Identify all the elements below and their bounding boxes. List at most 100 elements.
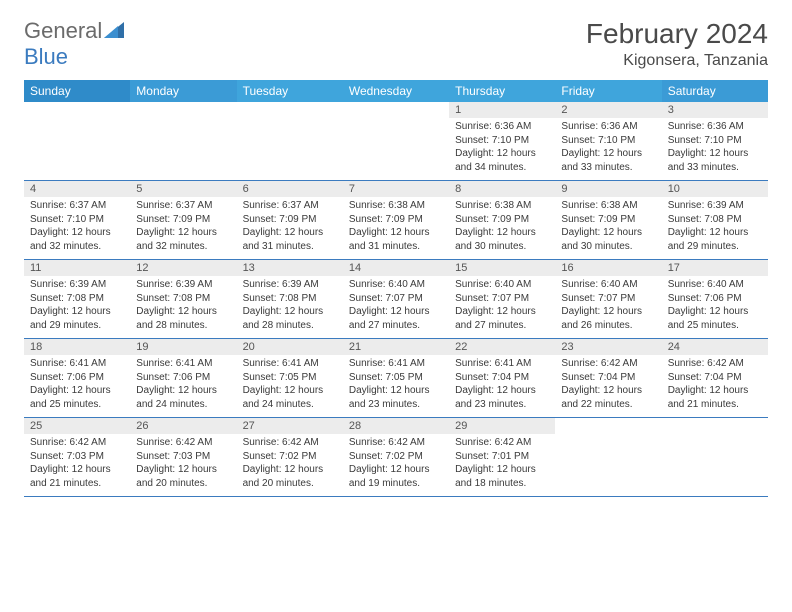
sunrise-text: Sunrise: 6:42 AM (455, 436, 549, 450)
sunrise-text: Sunrise: 6:42 AM (561, 357, 655, 371)
day-header: Saturday (662, 80, 768, 102)
title-block: February 2024 Kigonsera, Tanzania (586, 18, 768, 70)
sunset-text: Sunset: 7:04 PM (561, 371, 655, 385)
day-number: 1 (449, 102, 555, 118)
sunrise-text: Sunrise: 6:36 AM (668, 120, 762, 134)
day-number (662, 418, 768, 434)
sunrise-text: Sunrise: 6:42 AM (136, 436, 230, 450)
day-cell (662, 418, 768, 497)
day-cell: 15Sunrise: 6:40 AMSunset: 7:07 PMDayligh… (449, 260, 555, 339)
daylight-text: Daylight: 12 hours and 29 minutes. (668, 226, 762, 253)
day-body: Sunrise: 6:41 AMSunset: 7:05 PMDaylight:… (343, 355, 449, 417)
day-number: 12 (130, 260, 236, 276)
day-number (555, 418, 661, 434)
day-body: Sunrise: 6:40 AMSunset: 7:07 PMDaylight:… (343, 276, 449, 338)
sunrise-text: Sunrise: 6:36 AM (455, 120, 549, 134)
day-number: 8 (449, 181, 555, 197)
sunset-text: Sunset: 7:08 PM (136, 292, 230, 306)
daylight-text: Daylight: 12 hours and 24 minutes. (243, 384, 337, 411)
day-number: 17 (662, 260, 768, 276)
sunset-text: Sunset: 7:01 PM (455, 450, 549, 464)
sunset-text: Sunset: 7:09 PM (349, 213, 443, 227)
daylight-text: Daylight: 12 hours and 27 minutes. (349, 305, 443, 332)
day-cell: 13Sunrise: 6:39 AMSunset: 7:08 PMDayligh… (237, 260, 343, 339)
day-cell: 17Sunrise: 6:40 AMSunset: 7:06 PMDayligh… (662, 260, 768, 339)
day-body: Sunrise: 6:40 AMSunset: 7:07 PMDaylight:… (555, 276, 661, 338)
daylight-text: Daylight: 12 hours and 25 minutes. (668, 305, 762, 332)
daylight-text: Daylight: 12 hours and 28 minutes. (243, 305, 337, 332)
day-header-row: Sunday Monday Tuesday Wednesday Thursday… (24, 80, 768, 102)
day-number (237, 102, 343, 118)
day-body (662, 434, 768, 492)
logo-text: General Blue (24, 18, 124, 70)
daylight-text: Daylight: 12 hours and 34 minutes. (455, 147, 549, 174)
sunset-text: Sunset: 7:09 PM (136, 213, 230, 227)
day-number: 29 (449, 418, 555, 434)
daylight-text: Daylight: 12 hours and 20 minutes. (243, 463, 337, 490)
logo-triangle-icon (104, 18, 124, 44)
sunrise-text: Sunrise: 6:42 AM (243, 436, 337, 450)
sunrise-text: Sunrise: 6:42 AM (30, 436, 124, 450)
day-number (24, 102, 130, 118)
title-location: Kigonsera, Tanzania (586, 52, 768, 70)
day-body: Sunrise: 6:38 AMSunset: 7:09 PMDaylight:… (449, 197, 555, 259)
day-cell: 4Sunrise: 6:37 AMSunset: 7:10 PMDaylight… (24, 181, 130, 260)
day-cell: 5Sunrise: 6:37 AMSunset: 7:09 PMDaylight… (130, 181, 236, 260)
week-row: 18Sunrise: 6:41 AMSunset: 7:06 PMDayligh… (24, 339, 768, 418)
sunrise-text: Sunrise: 6:40 AM (455, 278, 549, 292)
daylight-text: Daylight: 12 hours and 30 minutes. (561, 226, 655, 253)
sunset-text: Sunset: 7:07 PM (349, 292, 443, 306)
day-cell: 12Sunrise: 6:39 AMSunset: 7:08 PMDayligh… (130, 260, 236, 339)
daylight-text: Daylight: 12 hours and 29 minutes. (30, 305, 124, 332)
day-cell (130, 102, 236, 181)
day-number: 25 (24, 418, 130, 434)
day-cell: 11Sunrise: 6:39 AMSunset: 7:08 PMDayligh… (24, 260, 130, 339)
day-cell: 9Sunrise: 6:38 AMSunset: 7:09 PMDaylight… (555, 181, 661, 260)
sunset-text: Sunset: 7:04 PM (668, 371, 762, 385)
day-body (237, 118, 343, 176)
day-body: Sunrise: 6:40 AMSunset: 7:06 PMDaylight:… (662, 276, 768, 338)
daylight-text: Daylight: 12 hours and 21 minutes. (668, 384, 762, 411)
day-cell: 26Sunrise: 6:42 AMSunset: 7:03 PMDayligh… (130, 418, 236, 497)
day-cell: 1 Sunrise: 6:36 AMSunset: 7:10 PMDaylight… (449, 102, 555, 181)
day-number: 23 (555, 339, 661, 355)
sunset-text: Sunset: 7:05 PM (243, 371, 337, 385)
daylight-text: Daylight: 12 hours and 23 minutes. (455, 384, 549, 411)
day-body: Sunrise: 6:42 AMSunset: 7:03 PMDaylight:… (130, 434, 236, 496)
sunrise-text: Sunrise: 6:40 AM (668, 278, 762, 292)
day-body (343, 118, 449, 176)
daylight-text: Daylight: 12 hours and 23 minutes. (349, 384, 443, 411)
day-number: 27 (237, 418, 343, 434)
day-number: 2 (555, 102, 661, 118)
day-header: Friday (555, 80, 661, 102)
sunrise-text: Sunrise: 6:41 AM (349, 357, 443, 371)
sunset-text: Sunset: 7:09 PM (455, 213, 549, 227)
day-number: 9 (555, 181, 661, 197)
day-number: 5 (130, 181, 236, 197)
day-number: 6 (237, 181, 343, 197)
day-body: Sunrise: 6:41 AMSunset: 7:05 PMDaylight:… (237, 355, 343, 417)
daylight-text: Daylight: 12 hours and 24 minutes. (136, 384, 230, 411)
day-body (24, 118, 130, 176)
sunset-text: Sunset: 7:05 PM (349, 371, 443, 385)
day-cell: 6Sunrise: 6:37 AMSunset: 7:09 PMDaylight… (237, 181, 343, 260)
day-cell: 14Sunrise: 6:40 AMSunset: 7:07 PMDayligh… (343, 260, 449, 339)
day-body: Sunrise: 6:37 AMSunset: 7:10 PMDaylight:… (24, 197, 130, 259)
day-cell: 23Sunrise: 6:42 AMSunset: 7:04 PMDayligh… (555, 339, 661, 418)
day-cell (343, 102, 449, 181)
day-cell: 20Sunrise: 6:41 AMSunset: 7:05 PMDayligh… (237, 339, 343, 418)
day-cell: 24Sunrise: 6:42 AMSunset: 7:04 PMDayligh… (662, 339, 768, 418)
sunset-text: Sunset: 7:03 PM (136, 450, 230, 464)
day-body (130, 118, 236, 176)
week-row: 11Sunrise: 6:39 AMSunset: 7:08 PMDayligh… (24, 260, 768, 339)
day-body: Sunrise: 6:42 AMSunset: 7:04 PMDaylight:… (555, 355, 661, 417)
daylight-text: Daylight: 12 hours and 19 minutes. (349, 463, 443, 490)
sunset-text: Sunset: 7:10 PM (455, 134, 549, 148)
day-number: 28 (343, 418, 449, 434)
day-number: 7 (343, 181, 449, 197)
sunrise-text: Sunrise: 6:42 AM (668, 357, 762, 371)
sunset-text: Sunset: 7:07 PM (455, 292, 549, 306)
sunset-text: Sunset: 7:06 PM (30, 371, 124, 385)
day-body: Sunrise: 6:37 AMSunset: 7:09 PMDaylight:… (130, 197, 236, 259)
header: General Blue February 2024 Kigonsera, Ta… (24, 18, 768, 70)
